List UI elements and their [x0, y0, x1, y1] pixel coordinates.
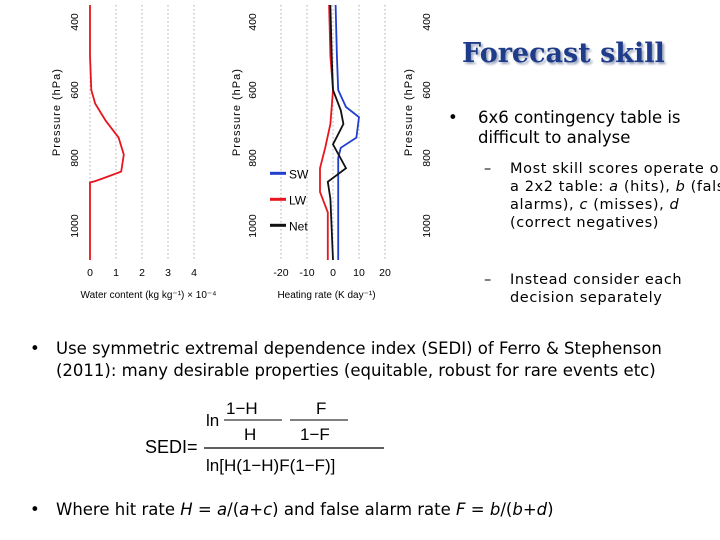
x-tick-label: 20 — [379, 267, 391, 279]
y-tick-label: 1000 — [247, 214, 259, 238]
subbullet-t2: (false alarms), — [510, 179, 720, 213]
subbullet-dash: – — [484, 272, 492, 288]
var-d: d — [669, 197, 680, 213]
legend-label: SW — [289, 167, 309, 181]
equation-num-f: F — [316, 399, 326, 418]
x-axis-label: Heating rate (K day⁻¹) — [277, 290, 375, 301]
y-tick-label: 1000 — [421, 214, 433, 238]
subbullet-t3: (misses), — [588, 197, 670, 213]
y-tick-label: 800 — [69, 149, 81, 167]
var-b: b — [512, 500, 523, 519]
bullet-dot: • — [30, 500, 40, 519]
rates-pre: Where hit rate — [56, 500, 181, 519]
bullet-sedi: • Use symmetric extremal dependence inde… — [30, 338, 706, 382]
series-line — [89, 5, 125, 260]
slide-title: Forecast skill — [462, 38, 665, 69]
equation-denominator: ln[H(1−H)F(1−F)] — [206, 456, 335, 475]
subbullet-dash: – — [484, 161, 492, 177]
y-tick-label: 800 — [421, 149, 433, 167]
subbullet-t4: (correct negatives) — [510, 215, 660, 231]
y-tick-label: 600 — [69, 81, 81, 99]
rates-eq1: = — [192, 500, 218, 519]
x-tick-label: 0 — [330, 267, 336, 279]
x-tick-label: -20 — [273, 267, 288, 279]
y-axis-label: Pressure (hPa) — [51, 68, 63, 156]
var-F: F — [456, 500, 466, 519]
rates-eq2: = — [465, 500, 490, 519]
y-axis-label: Pressure (hPa) — [403, 68, 415, 156]
y-tick-label: 600 — [247, 81, 259, 99]
equation-den-h: H — [244, 425, 256, 444]
heating-rate-chart: -20 -10 0 10 20 400 600 800 1000 Pressure (hPa) He… — [231, 4, 391, 301]
var-c: c — [263, 500, 273, 519]
y-tick-label: 600 — [421, 81, 433, 99]
bullet-dot: • — [448, 108, 458, 127]
subbullet-separate-text: Instead consider each decision separatel… — [510, 272, 683, 306]
sedi-equation: SEDI= ln 1−H F H 1−F ln[H(1−H)F(1−F)] — [145, 399, 384, 475]
equation-num-1mh: 1−H — [226, 399, 258, 418]
var-d: d — [536, 500, 548, 519]
subbullet-skill-pre: Most skill scores operate on a 2x2 table… — [510, 161, 720, 195]
var-a: a — [239, 500, 250, 519]
y-axis-label: Pressure (hPa) — [231, 68, 243, 156]
rates-mid: ) and false alarm rate — [272, 500, 457, 519]
x-tick-label: 2 — [139, 267, 145, 279]
water-content-chart: 0 1 2 3 4 400 600 800 1000 Pressure (hPa) Water co… — [51, 5, 217, 301]
legend-label: LW — [289, 193, 307, 207]
y-tick-label: 1000 — [69, 214, 81, 238]
third-chart: 400 600 800 1000 Pressure (hPa) — [403, 13, 433, 238]
rates-sym: ) — [547, 500, 554, 519]
y-tick-label: 400 — [69, 13, 81, 31]
var-c: c — [579, 197, 589, 213]
x-axis-label: Water content (kg kg⁻¹) × 10⁻⁴ — [81, 290, 217, 301]
subbullet-t1: (hits), — [618, 179, 676, 195]
x-tick-label: 1 — [113, 267, 119, 279]
x-tick-label: 0 — [87, 267, 93, 279]
legend-label: Net — [289, 219, 308, 233]
var-a: a — [217, 500, 228, 519]
rates-sym: + — [249, 500, 264, 519]
y-tick-label: 400 — [247, 13, 259, 31]
x-tick-label: 4 — [191, 267, 197, 279]
rates-sym: /( — [227, 500, 240, 519]
var-b: b — [489, 500, 501, 519]
series-line — [326, 4, 348, 261]
equation-den-1mf: 1−F — [300, 425, 330, 444]
bullet-dot: • — [30, 339, 40, 358]
x-tick-label: -10 — [299, 267, 314, 279]
subbullet-skill-scores: – Most skill scores operate on a 2x2 tab… — [484, 160, 720, 232]
y-tick-label: 400 — [421, 13, 433, 31]
var-H: H — [180, 500, 193, 519]
bullet-rates: • Where hit rate H = a/(a+c) and false a… — [30, 499, 720, 521]
rates-sym: + — [522, 500, 537, 519]
bullet-sedi-text: Use symmetric extremal dependence index … — [56, 339, 662, 380]
var-b: b — [675, 179, 686, 195]
equation-ln: ln — [206, 411, 219, 430]
rates-sym: /( — [500, 500, 513, 519]
y-tick-label: 800 — [247, 149, 259, 167]
x-tick-label: 3 — [165, 267, 171, 279]
var-a: a — [609, 179, 619, 195]
bullet-contingency: • 6x6 contingency table is difficult to … — [448, 108, 720, 148]
subbullet-separate: – Instead consider each decision separat… — [484, 271, 720, 307]
equation-lhs: SEDI= — [145, 437, 198, 457]
bullet-contingency-text: 6x6 contingency table is difficult to an… — [478, 108, 681, 147]
x-tick-label: 10 — [353, 267, 365, 279]
